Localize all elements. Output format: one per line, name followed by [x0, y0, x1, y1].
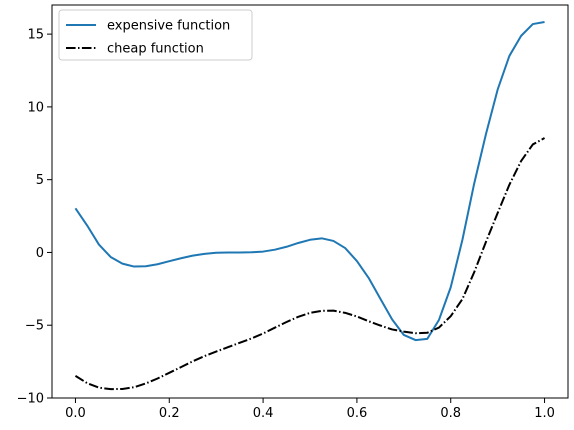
y-tick-label: 5	[36, 173, 44, 188]
legend: expensive function cheap function	[58, 9, 253, 61]
y-tick-label: 15	[27, 28, 44, 43]
x-tick-label: 0.4	[253, 406, 274, 421]
axes-frame	[51, 4, 569, 399]
series-group	[74, 21, 546, 391]
legend-label: expensive function	[107, 19, 230, 34]
x-tick-label: 0.8	[440, 406, 461, 421]
legend-label: cheap function	[107, 42, 204, 57]
y-tick-label: −10	[17, 392, 44, 407]
x-tick-label: 1.0	[534, 406, 555, 421]
plot-layer: 0.0 0.2 0.4 0.6 0.8 1.0 −10 −5 0 5 10 15 expensive f…	[17, 4, 569, 421]
x-tick-label: 0.6	[347, 406, 368, 421]
y-tick-label: −5	[25, 319, 44, 334]
x-tick-label: 0.2	[159, 406, 180, 421]
series-line-cheap-function	[74, 137, 546, 391]
legend-box	[58, 9, 253, 61]
x-tick-label: 0.0	[65, 406, 86, 421]
y-tick-label: 0	[36, 246, 44, 261]
y-tick-label: 10	[27, 100, 44, 115]
series-line-expensive-function	[74, 21, 545, 342]
